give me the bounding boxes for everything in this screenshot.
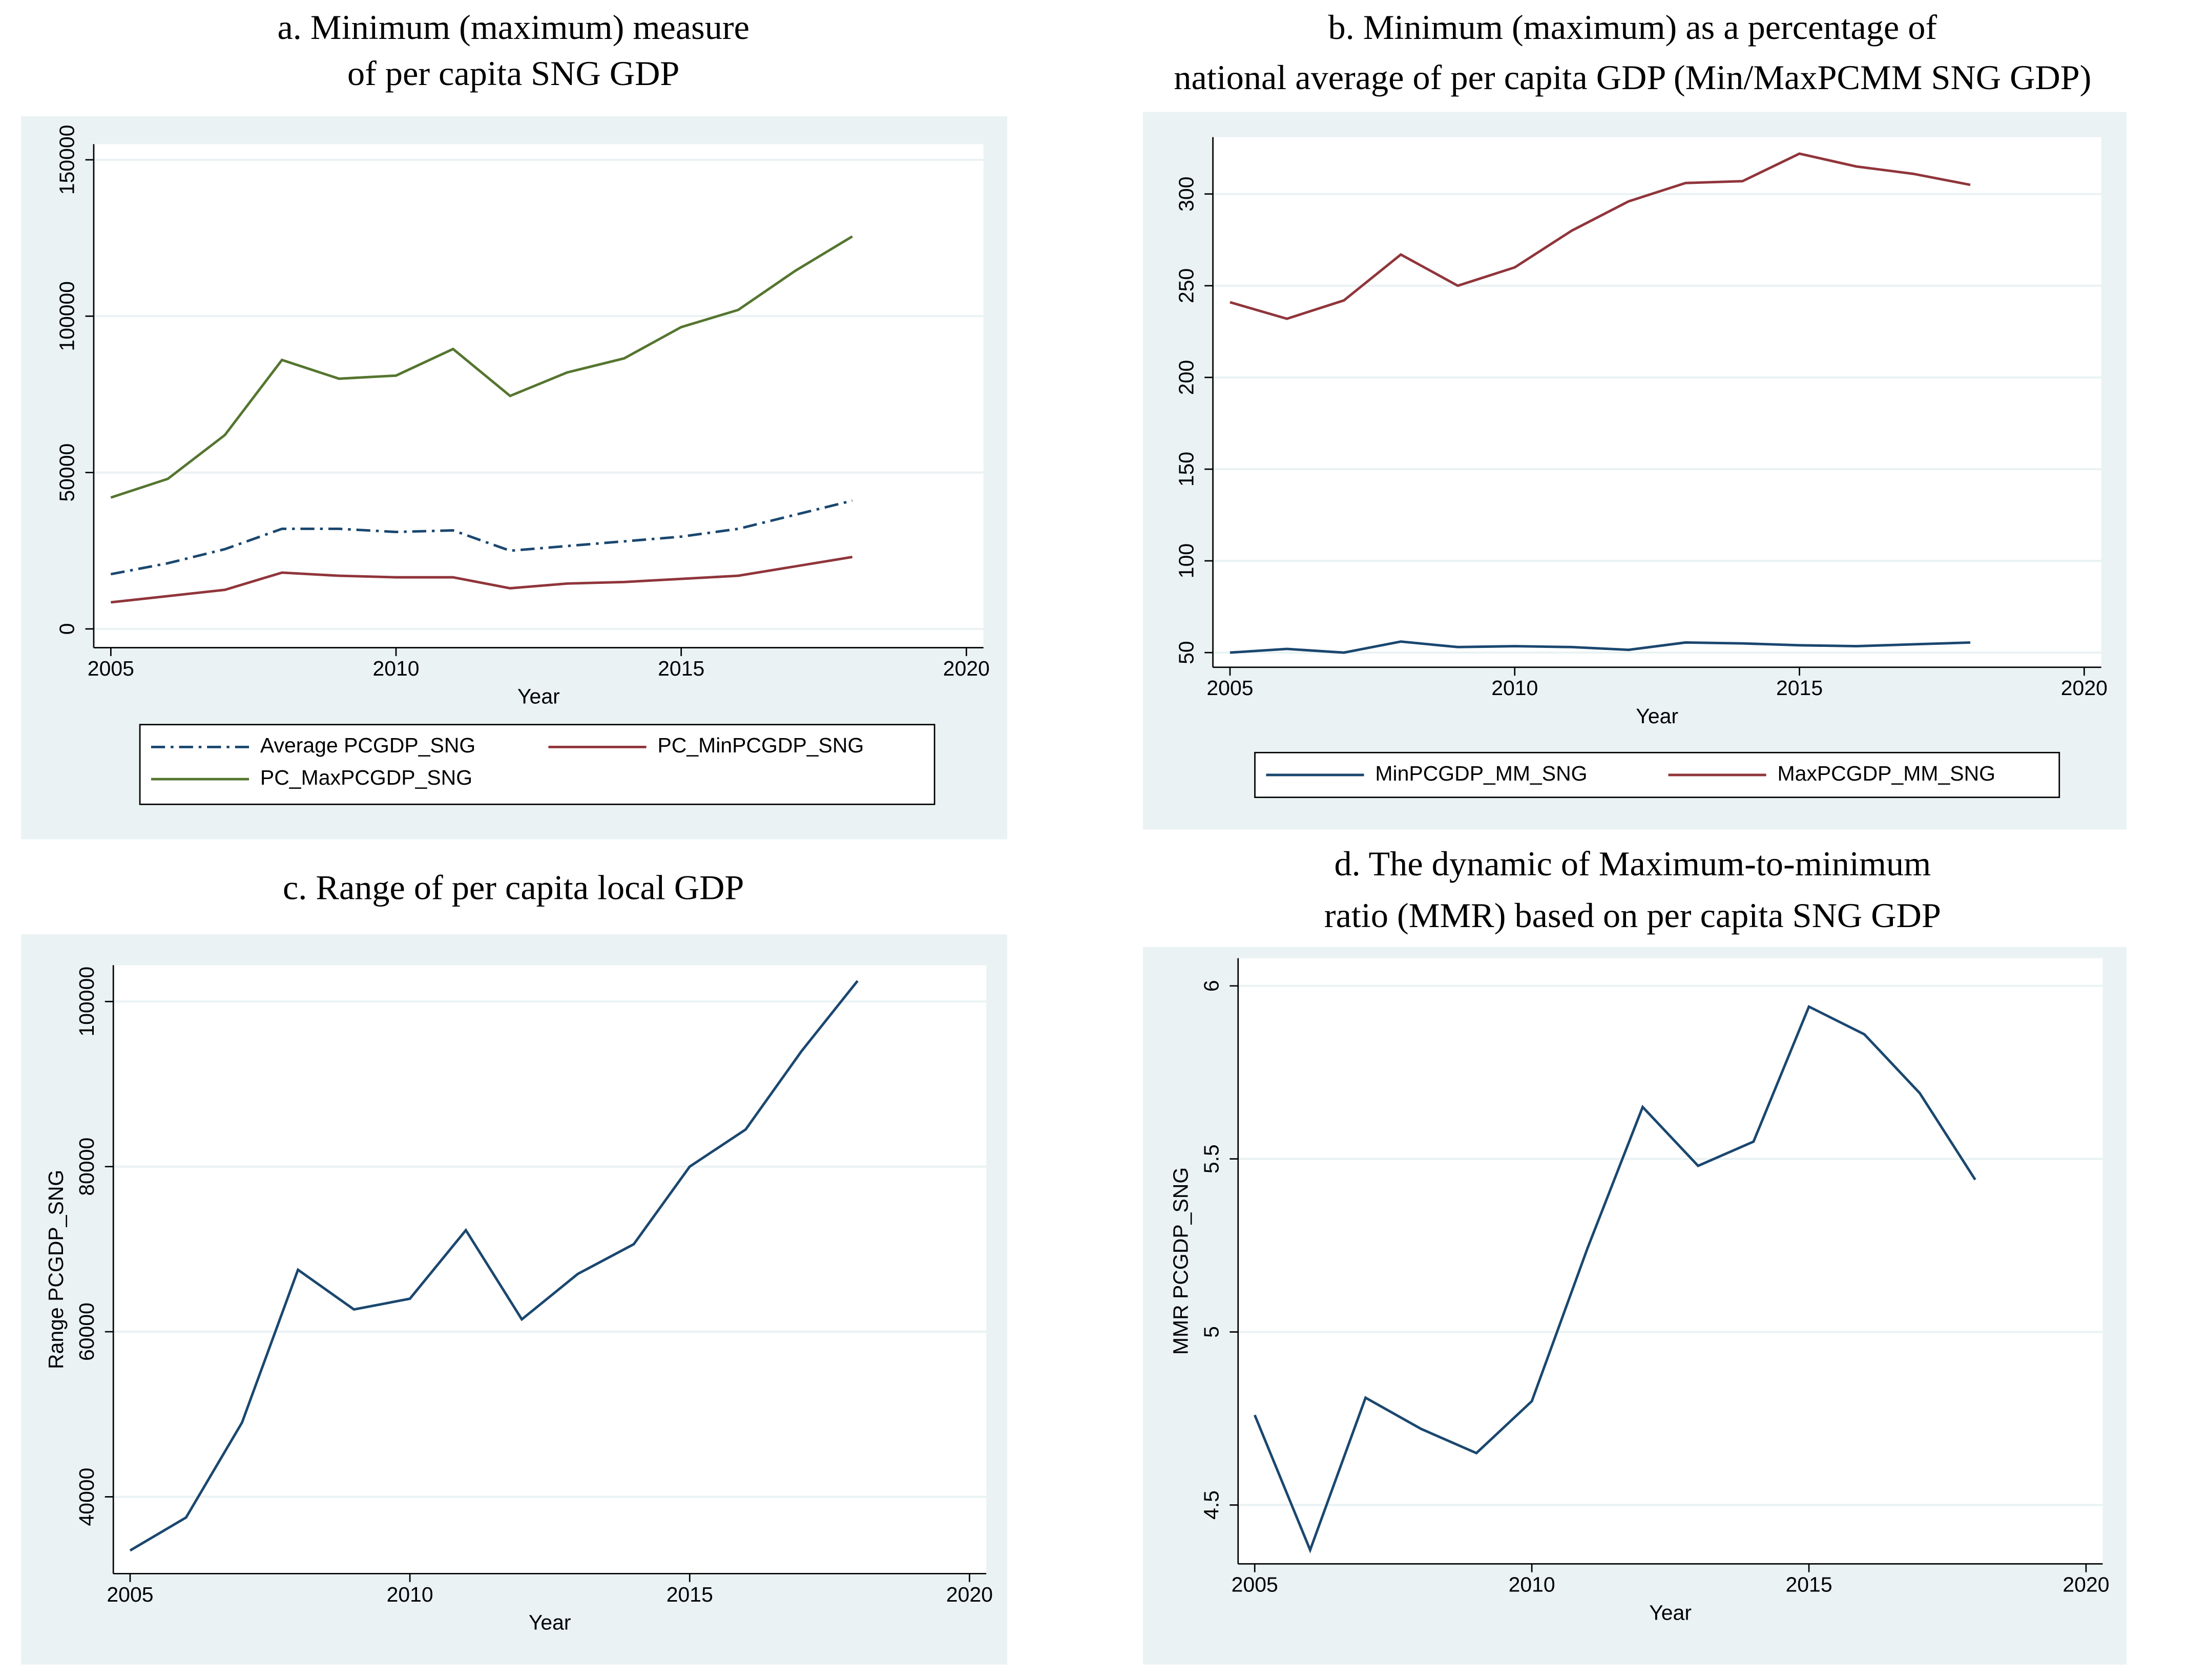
series-line <box>129 980 859 1552</box>
x-axis-title: Year <box>517 685 560 708</box>
series-line <box>1230 152 1971 320</box>
x-tick-label: 2005 <box>1206 676 1253 700</box>
y-tick-label: 100000 <box>75 967 98 1037</box>
legend-label: PC_MaxPCGDP_SNG <box>260 766 472 789</box>
x-tick-label: 2005 <box>1232 1573 1278 1597</box>
x-tick-label: 2015 <box>1776 676 1823 700</box>
x-tick-label: 2020 <box>943 657 990 680</box>
chart-title: a. Minimum (maximum) measure <box>278 8 749 47</box>
legend-label: PC_MinPCGDP_SNG <box>657 733 864 757</box>
x-tick-label: 2015 <box>658 657 704 680</box>
x-tick-label: 2010 <box>387 1583 433 1606</box>
y-tick-label: 150000 <box>55 125 79 195</box>
series-line <box>1230 640 1971 654</box>
plot-area <box>93 144 984 648</box>
y-axis-title: MMR PCGDP_SNG <box>1169 1167 1192 1355</box>
x-axis-title: Year <box>529 1610 571 1634</box>
legend-label: Average PCGDP_SNG <box>260 733 475 757</box>
x-axis-title: Year <box>1636 704 1678 728</box>
y-tick-label: 100000 <box>55 281 79 351</box>
plot-area <box>1238 958 2103 1564</box>
y-tick-label: 5 <box>1199 1326 1223 1338</box>
x-tick-label: 2010 <box>1509 1573 1555 1597</box>
y-tick-label: 50000 <box>55 444 79 502</box>
x-tick-label: 2015 <box>666 1583 713 1606</box>
series-line <box>110 235 853 499</box>
x-tick-label: 2005 <box>107 1583 153 1606</box>
y-tick-label: 0 <box>55 623 79 635</box>
chart-title: of per capita SNG GDP <box>347 54 679 93</box>
y-axis-title: Range PCGDP_SNG <box>44 1170 68 1369</box>
chart-title: ratio (MMR) based on per capita SNG GDP <box>1324 896 1941 935</box>
x-tick-label: 2015 <box>1785 1573 1832 1597</box>
series-line <box>111 556 853 604</box>
y-tick-label: 5.5 <box>1199 1144 1223 1173</box>
plot-area <box>1213 137 2101 667</box>
y-tick-label: 150 <box>1174 452 1198 487</box>
legend-box <box>139 724 935 805</box>
legend-label: MaxPCGDP_MM_SNG <box>1778 762 1996 785</box>
x-tick-label: 2020 <box>946 1583 993 1606</box>
legend-box <box>1254 751 2060 799</box>
x-axis-title: Year <box>1649 1601 1692 1624</box>
y-tick-label: 300 <box>1174 177 1198 212</box>
series-line <box>1253 1004 1976 1553</box>
y-tick-label: 4.5 <box>1199 1490 1223 1520</box>
chart-title: d. The dynamic of Maximum-to-minimum <box>1334 844 1931 883</box>
plot-area <box>113 965 987 1574</box>
x-tick-label: 2020 <box>2062 1573 2109 1597</box>
x-tick-label: 2010 <box>1491 676 1538 700</box>
x-tick-label: 2010 <box>372 657 419 680</box>
y-tick-label: 250 <box>1174 268 1198 303</box>
y-tick-label: 50 <box>1174 641 1198 664</box>
y-tick-label: 40000 <box>75 1467 98 1526</box>
chart-title: national average of per capita GDP (Min/… <box>1174 58 2091 97</box>
series-line <box>110 499 853 576</box>
x-tick-label: 2005 <box>88 657 134 680</box>
x-tick-label: 2020 <box>2061 676 2108 700</box>
y-tick-label: 60000 <box>75 1303 98 1361</box>
y-tick-label: 100 <box>1174 543 1198 578</box>
legend-label: MinPCGDP_MM_SNG <box>1375 762 1587 785</box>
y-tick-label: 200 <box>1174 360 1198 395</box>
y-tick-label: 80000 <box>75 1138 98 1196</box>
y-tick-label: 6 <box>1199 980 1223 992</box>
chart-title: c. Range of per capita local GDP <box>283 868 744 907</box>
chart-title: b. Minimum (maximum) as a percentage of <box>1328 8 1937 47</box>
